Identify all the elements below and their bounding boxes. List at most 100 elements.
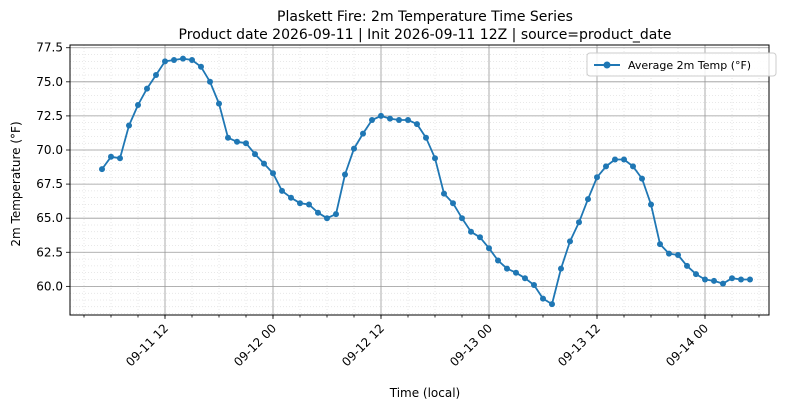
- data-point: [702, 276, 708, 283]
- data-point: [153, 72, 159, 78]
- y-tick-label: 62.5: [36, 245, 63, 259]
- data-point: [360, 130, 366, 137]
- data-point: [261, 160, 267, 167]
- y-tick-label: 60.0: [36, 279, 63, 293]
- data-point: [189, 57, 195, 63]
- data-point: [504, 265, 510, 272]
- data-point: [558, 265, 564, 272]
- legend: Average 2m Temp (°F): [586, 52, 777, 77]
- data-point: [648, 201, 654, 208]
- data-point: [585, 196, 591, 203]
- data-point: [639, 175, 645, 182]
- data-point: [378, 112, 384, 119]
- data-point: [342, 171, 348, 178]
- legend-marker: [603, 61, 611, 69]
- data-point: [630, 163, 636, 170]
- data-point: [441, 190, 447, 197]
- data-point: [720, 280, 726, 287]
- data-point: [369, 117, 375, 123]
- y-tick-label: 70.0: [36, 143, 63, 157]
- data-point: [495, 257, 501, 264]
- data-point: [414, 121, 420, 128]
- data-point: [315, 209, 321, 216]
- x-tick-label: 09-11 12: [123, 321, 171, 369]
- plot-frame: [69, 44, 770, 316]
- data-point: [387, 115, 393, 122]
- data-point: [270, 170, 276, 177]
- y-tick-label: 77.5: [36, 41, 63, 55]
- series-layer: [99, 55, 753, 308]
- data-point: [207, 78, 213, 85]
- data-point: [243, 140, 249, 147]
- data-point: [567, 238, 573, 245]
- data-point: [729, 275, 735, 282]
- data-point: [432, 155, 438, 162]
- x-axis-label: Time (local): [389, 386, 461, 400]
- x-tick-label: 09-13 00: [447, 321, 495, 369]
- data-point: [531, 282, 537, 288]
- data-point: [666, 250, 672, 257]
- data-point: [117, 155, 123, 162]
- data-point: [576, 219, 582, 226]
- data-point: [135, 102, 141, 108]
- data-point: [603, 163, 609, 170]
- data-point: [693, 271, 699, 278]
- data-point: [180, 55, 186, 62]
- data-point: [252, 151, 258, 158]
- data-point: [279, 187, 285, 194]
- data-point: [144, 85, 150, 92]
- data-point: [459, 215, 465, 222]
- data-point: [324, 215, 330, 222]
- y-tick-label: 67.5: [36, 177, 63, 191]
- y-tick-label: 72.5: [36, 109, 63, 123]
- data-point: [216, 100, 222, 107]
- data-point: [171, 57, 177, 63]
- data-point: [234, 138, 240, 145]
- data-point: [126, 122, 132, 129]
- data-point: [738, 276, 744, 283]
- data-point: [99, 166, 105, 173]
- data-point: [405, 117, 411, 123]
- x-tick-label: 09-14 00: [663, 321, 711, 369]
- data-point: [468, 228, 474, 235]
- legend-box: [586, 52, 777, 77]
- data-point: [198, 63, 204, 70]
- data-point: [612, 156, 618, 163]
- x-tick-label: 09-12 12: [339, 321, 387, 369]
- data-point: [522, 275, 528, 282]
- data-point: [513, 269, 519, 276]
- data-point: [486, 245, 492, 252]
- data-point: [225, 134, 231, 141]
- data-point: [594, 174, 600, 181]
- data-point: [351, 145, 357, 152]
- chart-title: Plaskett Fire: 2m Temperature Time Serie…: [277, 9, 573, 25]
- data-point: [711, 277, 717, 284]
- data-point: [540, 295, 546, 302]
- y-tick-label: 75.0: [36, 75, 63, 89]
- data-point: [162, 58, 168, 65]
- x-tick-label: 09-13 12: [555, 321, 603, 369]
- legend-label: Average 2m Temp (°F): [628, 59, 751, 72]
- data-point: [477, 234, 483, 241]
- data-point: [621, 156, 627, 163]
- data-point: [288, 194, 294, 201]
- data-point: [306, 201, 312, 208]
- data-point: [396, 117, 402, 123]
- data-point: [675, 252, 681, 258]
- data-point: [450, 200, 456, 207]
- chart-subtitle: Product date 2026-09-11 | Init 2026-09-1…: [179, 27, 672, 43]
- data-point: [108, 153, 114, 160]
- data-point: [657, 241, 663, 248]
- data-point: [423, 134, 429, 141]
- data-point: [684, 262, 690, 269]
- y-axis-label: 2m Temperature (°F): [9, 121, 23, 246]
- data-point: [549, 301, 555, 308]
- data-point: [297, 200, 303, 207]
- x-tick-label: 09-12 00: [231, 321, 279, 369]
- data-point: [333, 211, 339, 218]
- y-tick-label: 65.0: [36, 211, 63, 225]
- grid: [70, 45, 769, 315]
- data-point: [747, 276, 753, 283]
